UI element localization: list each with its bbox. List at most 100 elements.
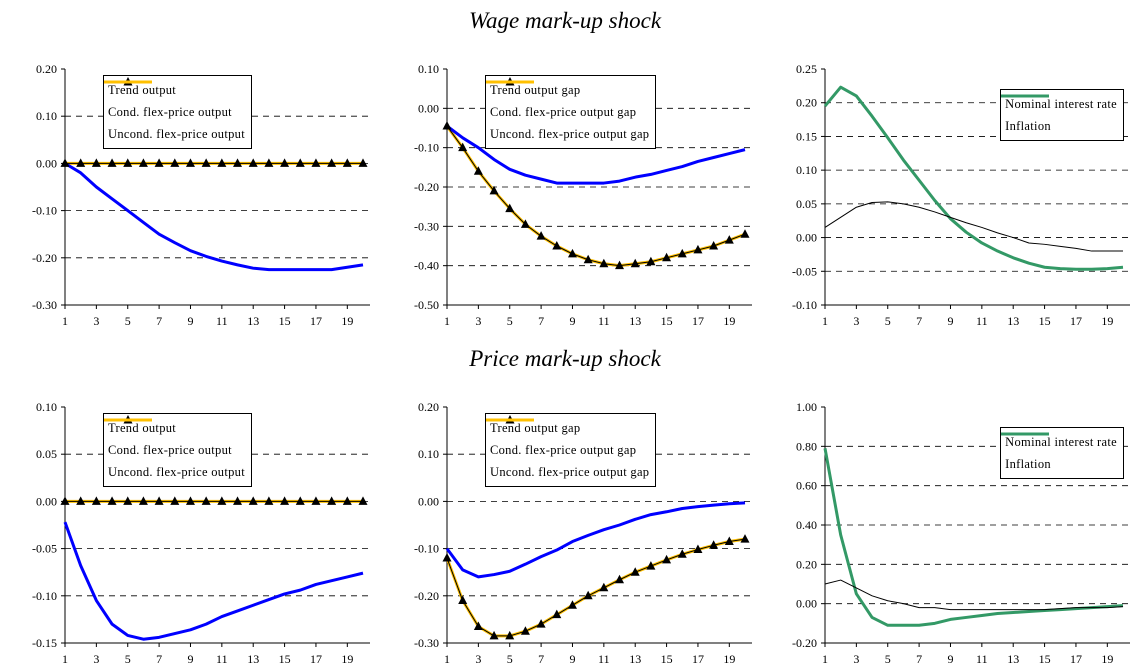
marker <box>505 630 515 640</box>
chart: -0.50-0.40-0.30-0.20-0.100.000.101 3 5 7 9 11… <box>414 62 752 328</box>
y-tick-label: 0.20 <box>796 96 817 110</box>
marker <box>520 626 530 635</box>
y-tick-label: 0.10 <box>36 109 57 123</box>
legend-item: Uncond. flex-price output <box>104 418 245 483</box>
x-tick-label: 13 <box>1007 652 1019 666</box>
marker <box>201 496 211 505</box>
legend-label: Uncond. flex-price output gap <box>490 465 650 479</box>
series-line <box>63 521 364 641</box>
marker <box>217 496 227 505</box>
marker <box>677 248 687 258</box>
section-title: Price mark-up shock <box>469 346 661 371</box>
legend-label: Uncond. flex-price output gap <box>490 127 650 141</box>
series-line <box>445 537 746 638</box>
y-tick-label: 0.60 <box>796 479 817 493</box>
legend-label: Inflation <box>1005 457 1051 471</box>
x-tick-label: 5 <box>507 652 513 666</box>
legend-label: Inflation <box>1005 119 1051 133</box>
y-tick-label: -0.10 <box>414 542 439 556</box>
x-tick-label: 5 <box>507 314 513 328</box>
marker <box>505 203 515 213</box>
y-tick-label: -0.50 <box>414 298 439 312</box>
x-tick-label: 1 <box>444 652 450 666</box>
x-tick-label: 19 <box>1101 652 1113 666</box>
y-tick-label: 0.20 <box>796 557 817 571</box>
legend-label: Trend output <box>108 83 177 97</box>
y-tick-label: 0.15 <box>796 129 817 143</box>
y-tick-label: 0.05 <box>796 197 817 211</box>
legend-item: Inflation <box>1001 432 1117 475</box>
marker <box>724 536 734 546</box>
x-tick-label: 13 <box>1007 314 1019 328</box>
y-tick-label: -0.20 <box>414 180 439 194</box>
marker <box>91 158 101 167</box>
marker <box>615 574 625 584</box>
marker <box>442 121 452 130</box>
chart-panel: -0.20 0.00 0.20 0.40 0.60 0.80 1.00 1 3 5 7 9 11 13 15… <box>760 393 1130 672</box>
x-tick-label: 19 <box>1101 314 1113 328</box>
x-tick-label: 13 <box>629 314 641 328</box>
marker <box>233 158 243 167</box>
x-tick-label: 5 <box>885 652 891 666</box>
x-tick-label: 9 <box>947 314 953 328</box>
marker <box>295 496 305 505</box>
marker <box>295 158 305 167</box>
x-tick-label: 11 <box>598 314 610 328</box>
legend-label: Cond. flex-price output <box>108 105 232 119</box>
marker <box>233 496 243 505</box>
x-tick-label: 3 <box>93 314 99 328</box>
marker <box>552 609 562 619</box>
legend: Nominal interest rate Inflation <box>1000 89 1124 141</box>
legend-label: Cond. flex-price output gap <box>490 105 637 119</box>
marker <box>630 567 640 576</box>
marker <box>458 595 468 605</box>
marker <box>677 549 687 558</box>
legend-item: Cond. flex-price output <box>104 418 245 461</box>
x-tick-label: 7 <box>538 314 544 328</box>
marker <box>473 621 483 630</box>
legend-item: Uncond. flex-price output <box>104 80 245 145</box>
x-tick-label: 19 <box>723 652 735 666</box>
x-tick-label: 17 <box>310 652 322 666</box>
marker <box>311 496 321 505</box>
marker <box>154 496 164 505</box>
legend-label: Uncond. flex-price output <box>108 127 245 141</box>
marker <box>662 252 672 262</box>
marker <box>358 496 368 505</box>
marker <box>185 496 195 505</box>
x-tick-label: 13 <box>629 652 641 666</box>
y-tick-label: 0.00 <box>418 494 439 508</box>
marker <box>76 158 86 167</box>
legend-label: Trend output <box>108 421 177 435</box>
marker <box>489 185 499 195</box>
marker <box>520 219 530 228</box>
x-tick-label: 3 <box>475 652 481 666</box>
marker <box>567 600 577 609</box>
marker <box>264 496 274 505</box>
legend: Trend output Cond. flex-price output Uncon… <box>103 413 252 487</box>
y-tick-label: -0.10 <box>414 141 439 155</box>
x-tick-label: 11 <box>976 314 988 328</box>
series-line <box>446 124 746 185</box>
y-tick-label: 0.40 <box>796 518 817 532</box>
y-tick-label: -0.30 <box>414 636 439 650</box>
legend-label: Uncond. flex-price output <box>108 465 245 479</box>
y-tick-label: 0.10 <box>796 163 817 177</box>
x-tick-label: 9 <box>569 652 575 666</box>
y-tick-label: -0.20 <box>414 589 439 603</box>
x-tick-label: 3 <box>853 314 859 328</box>
marker <box>709 540 719 549</box>
x-tick-label: 3 <box>93 652 99 666</box>
x-tick-label: 17 <box>1070 652 1082 666</box>
x-tick-label: 15 <box>661 314 673 328</box>
marker <box>60 158 70 167</box>
x-tick-label: 11 <box>598 652 610 666</box>
x-tick-label: 1 <box>62 652 68 666</box>
marker <box>264 158 274 167</box>
chart-panel: -0.30 -0.20 -0.10 0.00 0.10 0.20 1 3 5 7 9 11 13 15 17… <box>382 393 752 672</box>
marker <box>599 258 609 268</box>
marker <box>583 254 593 264</box>
legend: Trend output Cond. flex-price output Uncon… <box>103 75 252 149</box>
marker <box>489 630 499 640</box>
marker <box>583 590 593 600</box>
